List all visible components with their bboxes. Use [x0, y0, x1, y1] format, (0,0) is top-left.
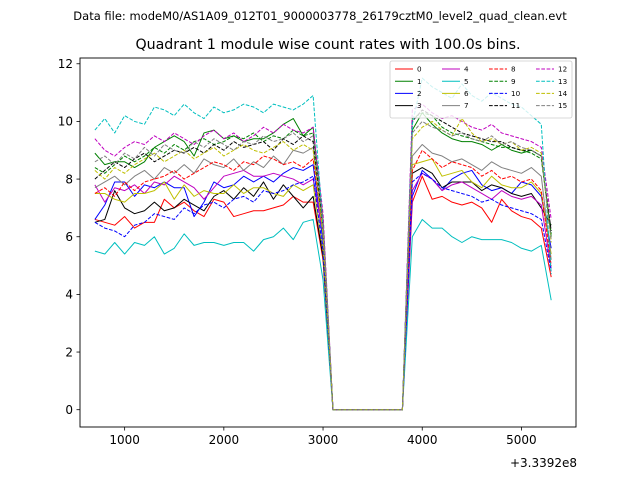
legend-label-15: 15 [558, 101, 567, 110]
legend-label-2: 2 [417, 89, 422, 98]
y-tick-label: 8 [65, 172, 73, 186]
series-line-15 [94, 120, 552, 411]
legend-box [389, 60, 573, 119]
legend-label-7: 7 [464, 101, 469, 110]
x-tick-label: 4000 [407, 433, 438, 447]
legend-label-8: 8 [511, 65, 516, 74]
legend-label-14: 14 [558, 89, 568, 98]
chart-title: Quadrant 1 module wise count rates with … [135, 37, 520, 53]
legend-label-13: 13 [558, 77, 567, 86]
legend-label-6: 6 [464, 89, 469, 98]
series-line-13 [94, 77, 552, 411]
y-tick-label: 4 [65, 288, 73, 302]
suptitle: Data file: modeM0/AS1A09_012T01_90000037… [73, 9, 567, 23]
y-tick-label: 0 [65, 403, 73, 417]
legend-label-0: 0 [417, 65, 422, 74]
legend-label-1: 1 [417, 77, 422, 86]
axes-frame [79, 57, 577, 428]
x-axis: 1000 2000 3000 4000 5000 [109, 427, 537, 447]
legend-label-5: 5 [464, 77, 469, 86]
series-line-5 [94, 218, 552, 411]
series-line-10 [94, 172, 552, 411]
x-tick-label: 3000 [308, 433, 339, 447]
x-tick-label: 1000 [109, 433, 140, 447]
series-line-14 [94, 118, 552, 411]
y-axis: 0 2 4 6 8 10 12 [58, 57, 80, 417]
series-line-12 [94, 103, 552, 411]
y-tick-label: 2 [65, 345, 73, 359]
legend-label-3: 3 [417, 101, 422, 110]
legend-label-11: 11 [511, 101, 520, 110]
x-tick-label: 5000 [506, 433, 537, 447]
legend-label-10: 10 [511, 89, 521, 98]
y-tick-label: 12 [58, 57, 73, 71]
series-layer [94, 77, 552, 411]
legend-label-9: 9 [511, 77, 516, 86]
x-tick-label: 2000 [209, 433, 240, 447]
y-tick-label: 10 [58, 115, 73, 129]
x-offset-label: +3.3392e8 [510, 456, 577, 470]
legend-label-12: 12 [558, 65, 567, 74]
legend-label-4: 4 [464, 65, 469, 74]
y-tick-label: 6 [65, 230, 73, 244]
